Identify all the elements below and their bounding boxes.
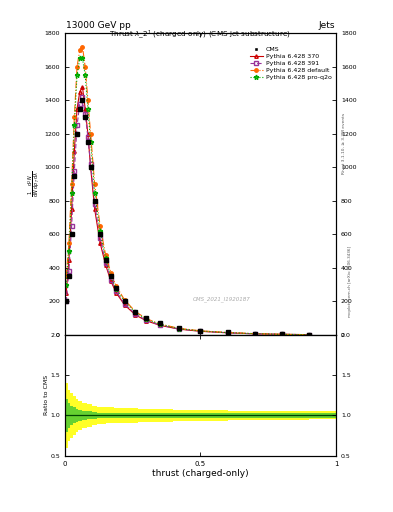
Title: Thrust $\lambda\_2^1$ (charged only) (CMS jet substructure): Thrust $\lambda\_2^1$ (charged only) (CM… (109, 28, 292, 41)
Y-axis label: Ratio to CMS: Ratio to CMS (44, 375, 49, 415)
Text: CMS_2021_I1920187: CMS_2021_I1920187 (193, 296, 251, 302)
Legend: CMS, Pythia 6.428 370, Pythia 6.428 391, Pythia 6.428 default, Pythia 6.428 pro-: CMS, Pythia 6.428 370, Pythia 6.428 391,… (248, 46, 333, 81)
Text: 13000 GeV pp: 13000 GeV pp (66, 21, 131, 30)
Text: Jets: Jets (318, 21, 335, 30)
Text: mcplots.cern.ch [arXiv:1306.3436]: mcplots.cern.ch [arXiv:1306.3436] (348, 246, 352, 317)
Y-axis label: $\frac{1}{\mathrm{d}N}\,\frac{\mathrm{d}^2 N}{\mathrm{d}p_T\,\mathrm{d}\lambda}$: $\frac{1}{\mathrm{d}N}\,\frac{\mathrm{d}… (27, 171, 43, 197)
X-axis label: thrust (charged-only): thrust (charged-only) (152, 470, 249, 478)
Text: Rivet 3.1.10, ≥ 3.3M events: Rivet 3.1.10, ≥ 3.3M events (342, 113, 346, 174)
